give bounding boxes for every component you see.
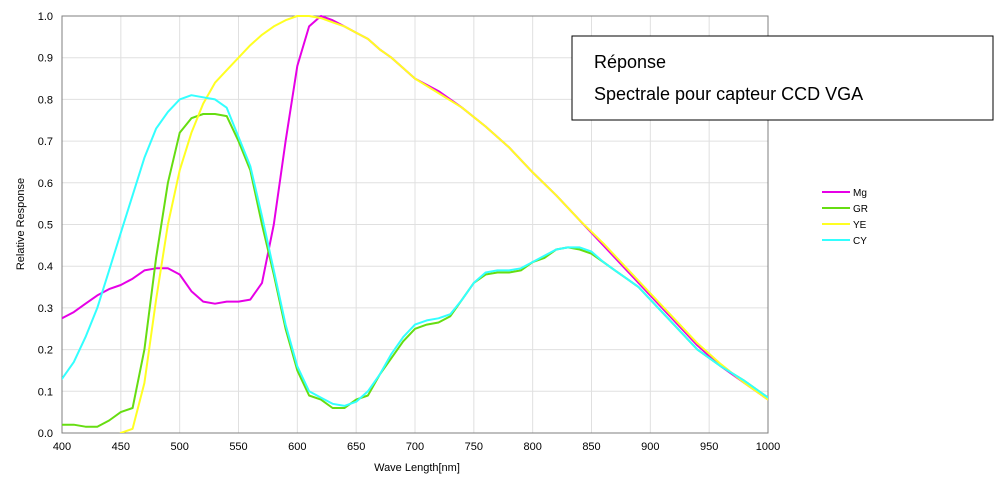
legend-label-cy: CY [853, 236, 867, 247]
series-line-ye [119, 15, 768, 433]
y-tick-label: 0.2 [38, 345, 53, 357]
legend-label-mg: Mg [853, 188, 867, 199]
x-tick-label: 800 [523, 441, 541, 453]
annotation-line-1: Réponse [594, 52, 666, 72]
x-tick-label: 850 [582, 441, 600, 453]
annotation-line-2: Spectrale pour capteur CCD VGA [594, 84, 863, 104]
y-tick-label: 0.1 [38, 386, 53, 398]
y-tick-label: 0.4 [38, 261, 53, 273]
x-tick-label: 750 [465, 441, 483, 453]
x-tick-label: 650 [347, 441, 365, 453]
x-tick-label: 700 [406, 441, 424, 453]
legend-label-ye: YE [853, 220, 867, 231]
x-tick-label: 550 [229, 441, 247, 453]
x-tick-label: 450 [112, 441, 130, 453]
y-axis-title: Relative Response [15, 178, 27, 270]
x-tick-label: 950 [700, 441, 718, 453]
x-axis-title: Wave Length[nm] [374, 462, 460, 474]
y-tick-label: 0.9 [38, 53, 53, 65]
y-axis-ticks: 0.0 0.1 0.2 0.3 0.4 0.5 0.6 0.7 0.8 0.9 1.0 [38, 11, 53, 440]
x-tick-label: 1000 [756, 441, 780, 453]
x-tick-label: 400 [53, 441, 71, 453]
y-tick-label: 0.0 [38, 428, 53, 440]
series-line-cy [62, 94, 768, 407]
series-lines [62, 15, 768, 433]
annotation-frame [571, 35, 994, 121]
y-tick-label: 0.8 [38, 94, 53, 106]
x-tick-label: 500 [170, 441, 188, 453]
legend: Mg GR YE CY [822, 188, 868, 247]
plot-frame [61, 15, 769, 434]
annotation-box: Réponse Spectrale pour capteur CCD VGA [571, 35, 994, 121]
x-tick-label: 900 [641, 441, 659, 453]
y-tick-label: 0.3 [38, 303, 53, 315]
y-tick-label: 0.5 [38, 220, 53, 232]
x-axis-ticks: 400 450 500 550 600 650 700 750 800 850 900 950 1000 [53, 441, 780, 453]
y-tick-label: 1.0 [38, 11, 53, 23]
y-tick-label: 0.6 [38, 178, 53, 190]
y-tick-label: 0.7 [38, 136, 53, 148]
legend-label-gr: GR [853, 204, 868, 215]
x-tick-label: 600 [288, 441, 306, 453]
